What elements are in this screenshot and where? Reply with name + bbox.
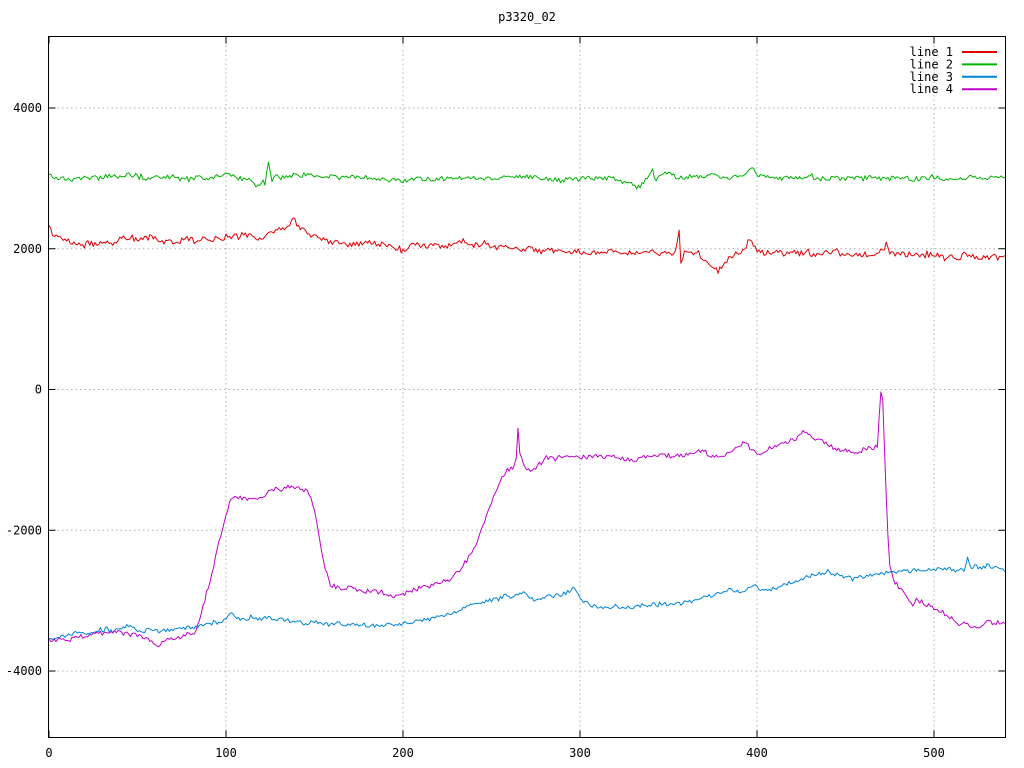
legend-label-4: line 4 <box>910 82 953 96</box>
legend-label-2: line 2 <box>910 57 953 71</box>
chart-title: p3320_02 <box>498 10 556 24</box>
x-tick-label-0: 0 <box>45 746 52 760</box>
axis-ticks <box>48 36 1006 738</box>
grid <box>48 36 1006 738</box>
x-tick-label-100: 100 <box>215 746 237 760</box>
y-tick-label-2000: 2000 <box>13 242 42 256</box>
y-tick-label--2000: -2000 <box>6 523 42 537</box>
x-tick-label-400: 400 <box>746 746 768 760</box>
axis-labels: 0 100 200 300 400 500 -4000 -2000 0 2000 4000 <box>6 101 945 760</box>
legend-label-1: line 1 <box>910 45 953 59</box>
x-tick-label-500: 500 <box>923 746 945 760</box>
y-tick-label--4000: -4000 <box>6 664 42 678</box>
series-line-1 <box>48 217 1006 274</box>
legend-label-3: line 3 <box>910 70 953 84</box>
series-line-4 <box>48 391 1006 648</box>
x-tick-label-200: 200 <box>392 746 414 760</box>
y-tick-label-4000: 4000 <box>13 101 42 115</box>
x-tick-label-300: 300 <box>569 746 591 760</box>
y-tick-label-0: 0 <box>35 383 42 397</box>
series-line-3 <box>48 556 1006 640</box>
series-group <box>48 161 1006 648</box>
plot-border <box>48 36 1006 738</box>
series-line-2 <box>48 161 1005 190</box>
